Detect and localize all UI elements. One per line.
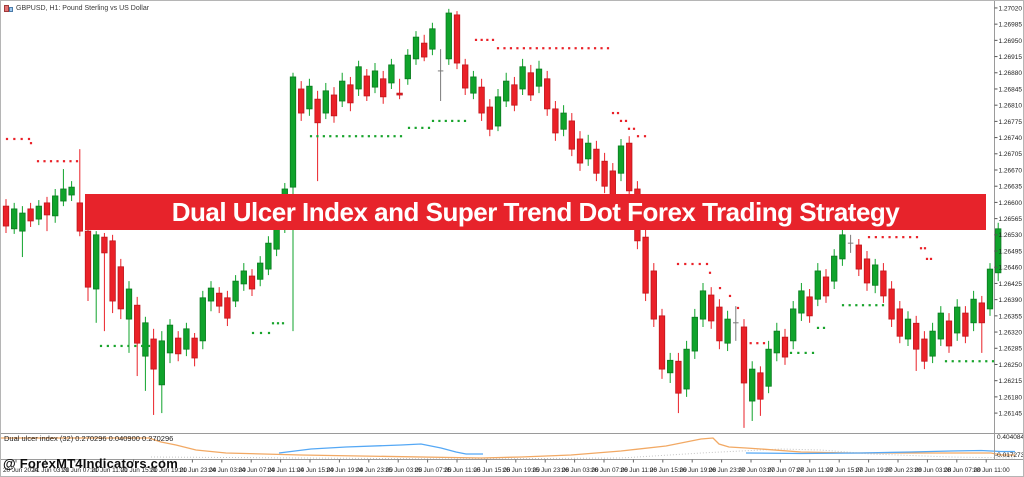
svg-text:28 Jun 03:00: 28 Jun 03:00 xyxy=(914,467,951,474)
svg-text:20 Jun 2024: 20 Jun 2024 xyxy=(3,467,39,474)
svg-text:1.26320: 1.26320 xyxy=(999,329,1023,336)
svg-text:21 Jun 19:00: 21 Jun 19:00 xyxy=(150,467,187,474)
indicator-panel xyxy=(1,437,1016,460)
svg-text:1.26810: 1.26810 xyxy=(999,103,1023,110)
svg-text:1.26950: 1.26950 xyxy=(999,38,1023,45)
svg-text:1.26180: 1.26180 xyxy=(999,394,1023,401)
svg-text:1.26635: 1.26635 xyxy=(999,184,1023,191)
svg-text:24 Jun 03:00: 24 Jun 03:00 xyxy=(209,467,246,474)
svg-text:1.27020: 1.27020 xyxy=(999,5,1023,12)
panel-separators xyxy=(1,1,1023,460)
supertrend-dots xyxy=(5,38,995,363)
strategy-banner-text: Dual Ulcer Index and Super Trend Dot For… xyxy=(171,196,900,227)
svg-text:27 Jun 07:00: 27 Jun 07:00 xyxy=(767,467,804,474)
svg-text:21 Jun 23:00: 21 Jun 23:00 xyxy=(179,467,216,474)
svg-text:25 Jun 23:00: 25 Jun 23:00 xyxy=(532,467,569,474)
svg-text:1.26740: 1.26740 xyxy=(999,135,1023,142)
svg-text:26 Jun 03:00: 26 Jun 03:00 xyxy=(562,467,599,474)
svg-text:25 Jun 03:00: 25 Jun 03:00 xyxy=(385,467,422,474)
chart-icon xyxy=(4,4,13,12)
svg-text:26 Jun 07:00: 26 Jun 07:00 xyxy=(591,467,628,474)
svg-text:1.26495: 1.26495 xyxy=(999,248,1023,255)
svg-text:21 Jun 07:00: 21 Jun 07:00 xyxy=(62,467,99,474)
svg-text:27 Jun 11:00: 27 Jun 11:00 xyxy=(797,467,834,474)
svg-text:1.26355: 1.26355 xyxy=(999,313,1023,320)
chart-title: GBPUSD, H1: Pound Sterling vs US Dollar xyxy=(16,4,150,12)
svg-text:28 Jun 07:00: 28 Jun 07:00 xyxy=(944,467,981,474)
svg-text:27 Jun 19:00: 27 Jun 19:00 xyxy=(856,467,893,474)
svg-text:1.26425: 1.26425 xyxy=(999,281,1023,288)
svg-text:24 Jun 19:00: 24 Jun 19:00 xyxy=(326,467,363,474)
svg-text:24 Jun 23:00: 24 Jun 23:00 xyxy=(356,467,393,474)
svg-text:24 Jun 07:00: 24 Jun 07:00 xyxy=(238,467,275,474)
svg-text:25 Jun 15:00: 25 Jun 15:00 xyxy=(473,467,510,474)
svg-text:1.26845: 1.26845 xyxy=(999,86,1023,93)
indicator-min-value: -0.017273 xyxy=(995,452,1024,459)
svg-text:1.26880: 1.26880 xyxy=(999,70,1023,77)
svg-text:1.26285: 1.26285 xyxy=(999,346,1023,353)
svg-text:1.26460: 1.26460 xyxy=(999,265,1023,272)
svg-text:27 Jun 15:00: 27 Jun 15:00 xyxy=(826,467,863,474)
svg-text:25 Jun 07:00: 25 Jun 07:00 xyxy=(415,467,452,474)
svg-text:25 Jun 11:00: 25 Jun 11:00 xyxy=(444,467,481,474)
svg-text:26 Jun 23:00: 26 Jun 23:00 xyxy=(709,467,746,474)
watermark: @ ForexMT4Indicators.com xyxy=(3,456,178,471)
svg-text:1.26670: 1.26670 xyxy=(999,167,1023,174)
svg-text:1.26215: 1.26215 xyxy=(999,378,1023,385)
svg-text:27 Jun 23:00: 27 Jun 23:00 xyxy=(885,467,922,474)
svg-text:1.26145: 1.26145 xyxy=(999,410,1023,417)
svg-text:26 Jun 11:00: 26 Jun 11:00 xyxy=(620,467,657,474)
svg-text:26 Jun 15:00: 26 Jun 15:00 xyxy=(650,467,687,474)
svg-text:1.26775: 1.26775 xyxy=(999,119,1023,126)
svg-text:26 Jun 19:00: 26 Jun 19:00 xyxy=(679,467,716,474)
svg-text:1.26530: 1.26530 xyxy=(999,232,1023,239)
svg-text:24 Jun 15:00: 24 Jun 15:00 xyxy=(297,467,334,474)
svg-text:24 Jun 11:00: 24 Jun 11:00 xyxy=(268,467,305,474)
svg-text:1.26985: 1.26985 xyxy=(999,22,1023,29)
price-axis[interactable]: 1.27020 1.26985 1.26950 1.26915 1.26880 1.268… xyxy=(994,5,1023,417)
svg-text:1.26600: 1.26600 xyxy=(999,200,1023,207)
svg-text:21 Jun 11:00: 21 Jun 11:00 xyxy=(91,467,128,474)
svg-text:25 Jun 19:00: 25 Jun 19:00 xyxy=(503,467,540,474)
svg-text:21 Jun 15:00: 21 Jun 15:00 xyxy=(121,467,158,474)
svg-text:27 Jun 03:00: 27 Jun 03:00 xyxy=(738,467,775,474)
svg-text:21 Jun 03:00: 21 Jun 03:00 xyxy=(32,467,69,474)
svg-text:1.26915: 1.26915 xyxy=(999,54,1023,61)
indicator-label: Dual ulcer index (32) 0.270296 0.040900 … xyxy=(4,434,174,443)
indicator-max-value: 0.404084 xyxy=(997,434,1024,441)
svg-text:1.26390: 1.26390 xyxy=(999,297,1023,304)
svg-text:1.26565: 1.26565 xyxy=(999,216,1023,223)
svg-text:1.26705: 1.26705 xyxy=(999,151,1023,158)
strategy-banner: Dual Ulcer Index and Super Trend Dot For… xyxy=(85,194,986,230)
chart-title-bar: GBPUSD, H1: Pound Sterling vs US Dollar xyxy=(4,3,149,13)
svg-text:1.26250: 1.26250 xyxy=(999,362,1023,369)
candlesticks xyxy=(2,8,1002,428)
svg-text:28 Jun 11:00: 28 Jun 11:00 xyxy=(973,467,1010,474)
